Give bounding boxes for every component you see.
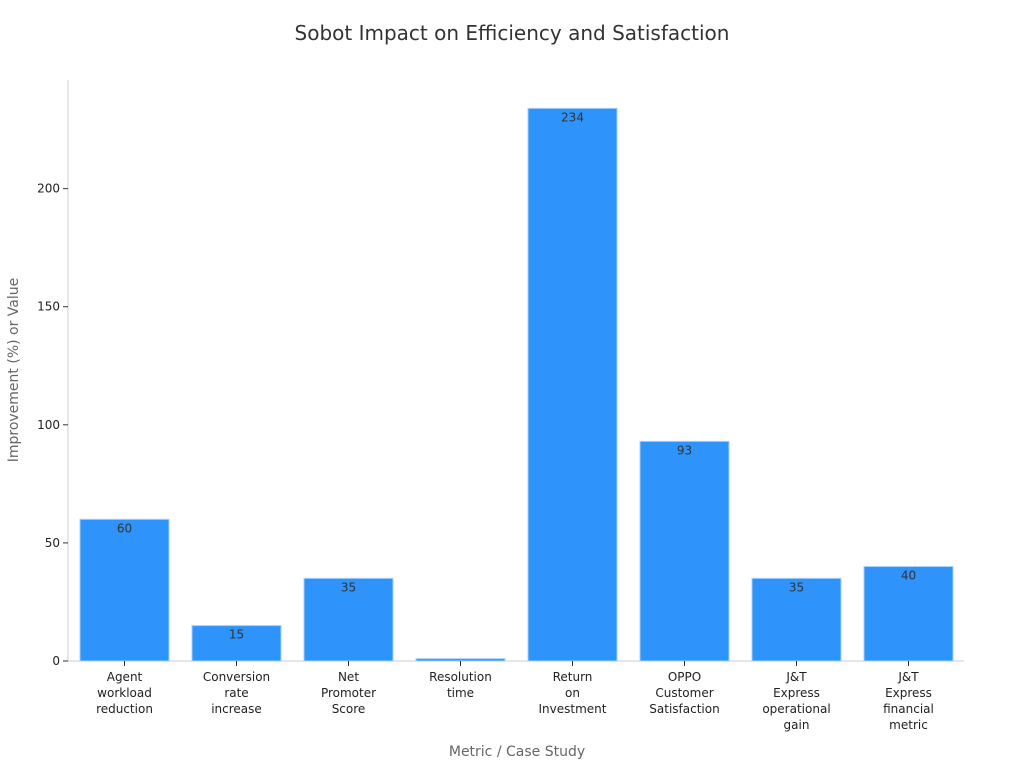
bar-data-label: 60	[117, 521, 132, 535]
x-tick-label: Conversion rate increase	[203, 670, 270, 716]
y-tick-label: 0	[52, 654, 60, 668]
bar-data-label: 93	[677, 443, 692, 457]
bar-data-label: 35	[789, 580, 804, 594]
bar	[751, 577, 842, 662]
y-tick-label: 100	[37, 418, 60, 432]
x-tick-label: J&T Express operational gain	[762, 670, 830, 732]
bar-data-label: 35	[341, 580, 356, 594]
x-axis-label: Metric / Case Study	[449, 744, 585, 760]
chart-title: Sobot Impact on Efficiency and Satisfact…	[295, 21, 730, 45]
y-axis-label: Improvement (%) or Value	[6, 278, 22, 463]
x-tick-label: Resolution time	[429, 670, 492, 700]
bar	[863, 566, 954, 662]
bar-data-label: 40	[901, 569, 916, 583]
bar	[639, 440, 730, 662]
bar-data-label: 15	[229, 628, 244, 642]
x-tick-label: J&T Express financial metric	[883, 670, 934, 732]
x-tick-label: Agent workload reduction	[96, 670, 153, 716]
x-tick-label: OPPO Customer Satisfaction	[649, 670, 719, 716]
bar-data-label: 234	[561, 110, 584, 124]
y-tick-label: 200	[37, 182, 60, 196]
bar	[191, 625, 282, 662]
x-tick-label: Net Promoter Score	[321, 670, 376, 716]
bar	[415, 658, 506, 662]
y-tick-label: 150	[37, 300, 60, 314]
y-tick-label: 50	[45, 536, 60, 550]
plot-area: 0 50 100 150 200 60 Agent workload reduction 15 Co…	[37, 80, 964, 732]
bar	[79, 518, 170, 662]
x-tick-label: Return on Investment	[539, 670, 607, 716]
bar	[527, 107, 618, 662]
